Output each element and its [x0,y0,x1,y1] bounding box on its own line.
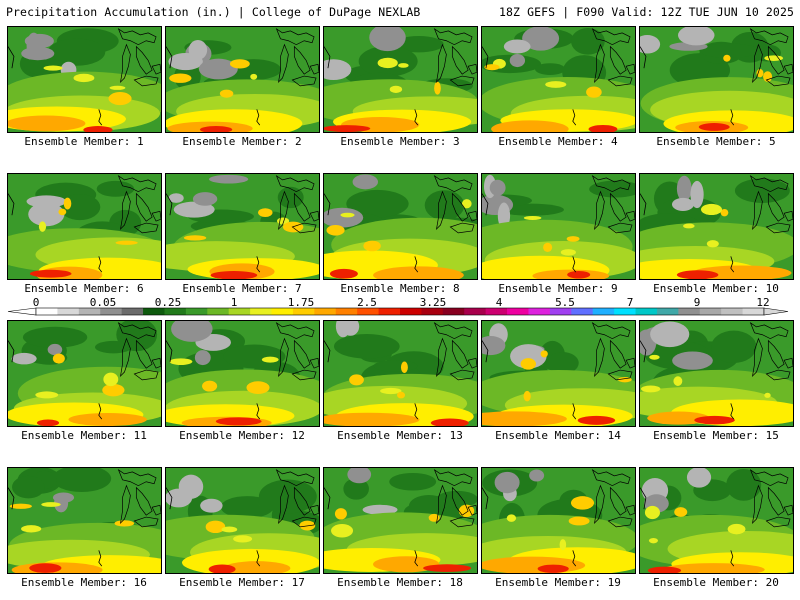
scale-tick-label: 1 [231,296,238,309]
color-scale-swatch [314,308,337,315]
color-scale-swatch [528,308,551,315]
ensemble-member-label: Ensemble Member: 4 [498,135,618,148]
color-scale-swatch [507,308,529,315]
color-scale-swatch [549,308,572,315]
color-scale-swatch [143,308,165,315]
color-scale-swatch [656,308,679,315]
color-scale-swatch [699,308,722,315]
ensemble-member-label: Ensemble Member: 13 [337,429,463,442]
map-title: Precipitation Accumulation (in.) | Colle… [6,5,421,19]
color-scale-swatch [592,308,615,315]
ensemble-member-label: Ensemble Member: 15 [653,429,779,442]
ensemble-member-label: Ensemble Member: 2 [182,135,302,148]
ensemble-member-label: Ensemble Member: 18 [337,576,463,589]
ensemble-member-label: Ensemble Member: 6 [24,282,144,295]
ensemble-member-map [639,467,794,574]
color-scale-swatch [742,308,765,315]
color-scale-swatch [357,308,380,315]
ensemble-member-map [481,467,636,574]
ensemble-member-map [165,26,320,133]
precip-color-scale: 0 0.05 0.25 1 1.75 2.5 3.25 4 5.5 7 9 12 [0,296,800,322]
color-scale-swatch [78,308,101,315]
scale-tick-label: 4 [496,296,503,309]
ensemble-member-map [639,26,794,133]
scale-tick-label: 7 [627,296,634,309]
ensemble-member-label: Ensemble Member: 20 [653,576,779,589]
scale-tick-label: 0 [33,296,40,309]
ensemble-member-map [481,26,636,133]
ensemble-member-map [165,467,320,574]
ensemble-member-map [639,320,794,427]
ensemble-member-label: Ensemble Member: 5 [656,135,776,148]
scale-tick-label: 0.25 [155,296,182,309]
color-scale-swatch [378,308,401,315]
ensemble-member-map [323,320,478,427]
model-run-info: 18Z GEFS | F090 Valid: 12Z TUE JUN 10 20… [499,5,794,19]
ensemble-member-map [639,173,794,280]
ensemble-member-label: Ensemble Member: 11 [21,429,147,442]
color-scale-swatch [228,308,251,315]
ensemble-member-label: Ensemble Member: 12 [179,429,305,442]
color-scale-swatch [464,308,487,315]
ensemble-member-label: Ensemble Member: 19 [495,576,621,589]
color-scale-swatch [36,308,58,315]
color-scale-swatch [635,308,658,315]
color-scale-swatch [121,308,144,315]
ensemble-member-label: Ensemble Member: 10 [653,282,779,295]
color-scale-swatch [335,308,358,315]
color-scale-swatch [164,308,187,315]
ensemble-member-map [481,320,636,427]
ensemble-member-label: Ensemble Member: 7 [182,282,302,295]
ensemble-member-label: Ensemble Member: 16 [21,576,147,589]
ensemble-member-label: Ensemble Member: 17 [179,576,305,589]
color-scale-swatch [185,308,208,315]
ensemble-member-label: Ensemble Member: 9 [498,282,618,295]
scale-tick-label: 3.25 [420,296,447,309]
scale-tick-label: 2.5 [357,296,377,309]
color-scale-swatch [678,308,701,315]
ensemble-member-map [323,26,478,133]
scale-max-arrow [763,307,789,316]
scale-min-arrow [7,307,37,316]
color-scale-swatch [614,308,637,315]
scale-tick-label: 1.75 [288,296,315,309]
color-scale-swatch [571,308,594,315]
color-scale-swatch [442,308,465,315]
color-scale-swatch [207,308,230,315]
ensemble-member-map [323,467,478,574]
color-scale-swatch [485,308,508,315]
scale-tick-label: 12 [756,296,769,309]
color-scale-swatch [100,308,123,315]
color-scale-swatch [421,308,444,315]
ensemble-member-label: Ensemble Member: 8 [340,282,460,295]
ensemble-member-map [7,467,162,574]
color-scale-swatch [292,308,315,315]
color-scale-swatch [57,308,80,315]
ensemble-member-label: Ensemble Member: 1 [24,135,144,148]
ensemble-member-map [7,320,162,427]
scale-tick-label: 9 [694,296,701,309]
color-scale-swatch [250,308,273,315]
color-scale-swatch [271,308,294,315]
ensemble-member-label: Ensemble Member: 14 [495,429,621,442]
ensemble-member-map [481,173,636,280]
scale-tick-label: 0.05 [90,296,117,309]
ensemble-member-map [323,173,478,280]
ensemble-member-label: Ensemble Member: 3 [340,135,460,148]
ensemble-member-map [7,26,162,133]
color-scale-swatch [721,308,744,315]
ensemble-member-map [165,173,320,280]
color-scale-swatch [400,308,422,315]
ensemble-member-map [7,173,162,280]
scale-tick-label: 5.5 [555,296,575,309]
ensemble-member-map [165,320,320,427]
